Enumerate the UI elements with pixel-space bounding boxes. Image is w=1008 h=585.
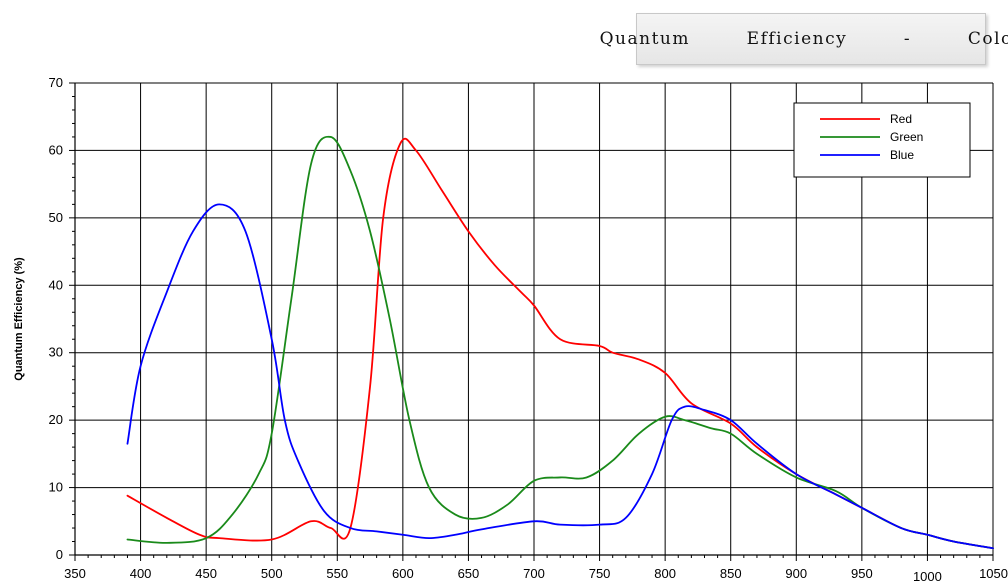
x-tick-label: 1000 [913,569,942,584]
y-tick-label: 40 [49,277,63,292]
y-tick-label: 0 [56,547,63,562]
x-tick-label: 350 [64,566,86,581]
series-line-blue [126,203,994,550]
x-tick-label: 400 [130,566,152,581]
series-line-red [126,137,994,550]
grid-lines [75,82,994,555]
y-axis-label: Quantum Efficiency (%) [13,257,25,381]
legend-box [793,102,971,178]
y-tick-label: 50 [49,210,63,225]
series-lines [126,135,994,550]
legend-label-green: Green [890,130,923,144]
legend-label-red: Red [890,112,912,126]
y-tick-label: 60 [49,142,63,157]
chart-title: Quantum Efficiency - Color [599,29,1008,49]
chart-title-box: Quantum Efficiency - Color [600,13,1008,65]
x-tick-label: 850 [720,566,742,581]
y-tick-label: 20 [49,412,63,427]
x-tick-label: 750 [589,566,611,581]
x-tick-label: 450 [195,566,217,581]
x-tick-label: 700 [523,566,545,581]
series-line-green [126,135,994,550]
x-tick-label: 950 [851,566,873,581]
x-tick-label: 800 [654,566,676,581]
y-tick-label: 70 [49,75,63,90]
y-tick-label: 10 [49,480,63,495]
x-tick-label: 500 [261,566,283,581]
y-tick-label: 30 [49,345,63,360]
x-tick-label: 550 [326,566,348,581]
axes: 350 400 450 500 550 600 650 700 750 800 850 900 950 1… [13,75,1008,584]
x-tick-label: 650 [458,566,480,581]
x-tick-label: 900 [785,566,807,581]
x-tick-label: 1050 [979,566,1008,581]
x-tick-label: 600 [392,566,414,581]
legend: Red Green Blue [793,102,971,178]
legend-label-blue: Blue [890,148,914,162]
